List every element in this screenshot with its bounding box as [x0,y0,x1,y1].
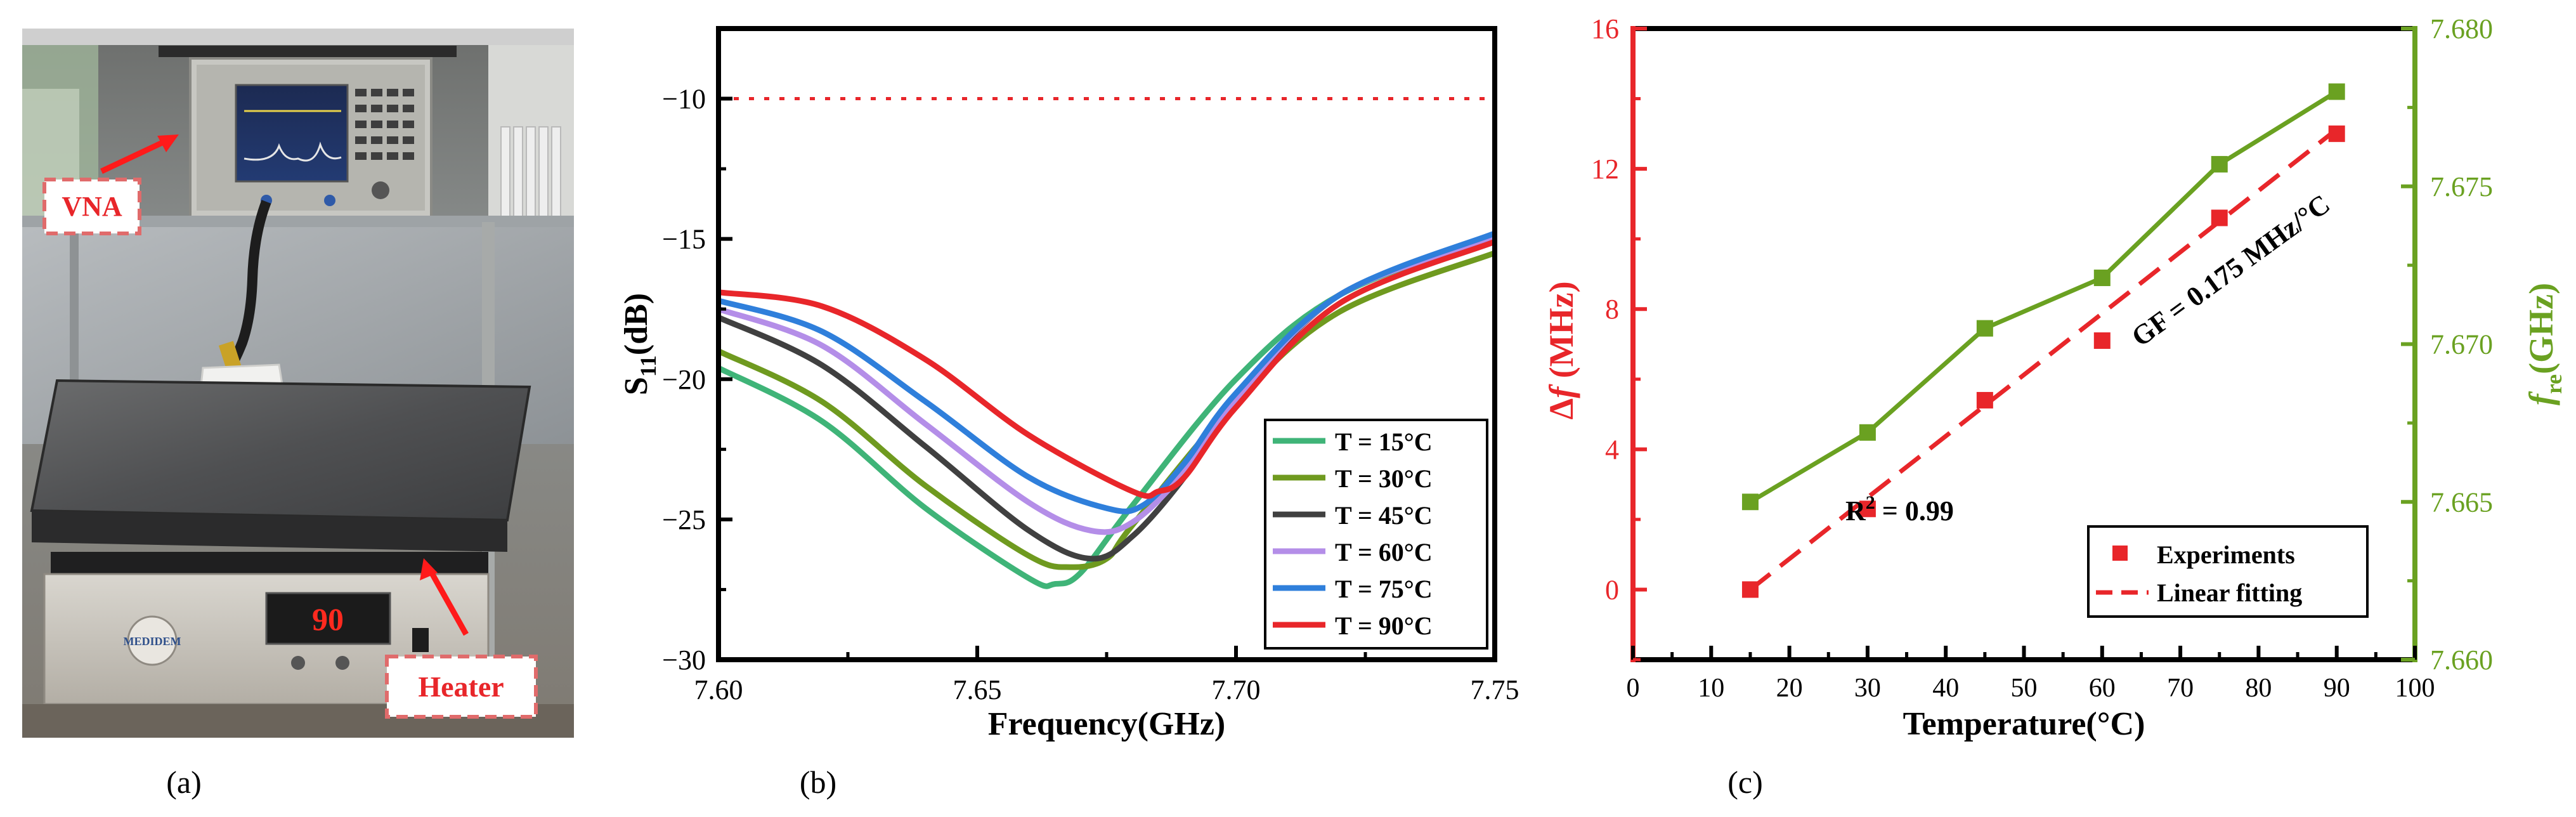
x-tick-label: 7.75 [1471,674,1519,705]
x-axis-label: Frequency(GHz) [988,706,1226,742]
legend-label-3: T = 45°C [1335,501,1433,530]
x-tick-label: 100 [2395,674,2435,703]
legend-box [2087,525,2369,618]
x-tick-label: 80 [2245,674,2272,703]
y-tick-label: −20 [662,364,706,395]
x-tick-label: 7.60 [694,674,743,705]
legend-label-5: T = 75°C [1335,575,1433,603]
x-tick-label: 40 [1932,674,1959,703]
y-right-tick-label: 7.665 [2430,487,2493,518]
y-right-axis-label: fre(GHz) [2522,283,2566,405]
experiment-point-4 [2093,332,2111,349]
x-tick-label: 20 [1776,674,1803,703]
r2-rest: = 0.99 [1875,495,1954,526]
legend-label-2: T = 30°C [1335,464,1433,493]
y-axis-label-main: S [618,377,654,395]
y-left-label-delta: Δ [1542,398,1580,420]
x-tick-label: 7.70 [1212,674,1261,705]
experiment-point-5 [2211,209,2228,226]
y-right-label-f: f [2522,391,2560,405]
series-line-6 [718,239,1496,499]
y-left-tick-label: 12 [1591,154,1619,185]
vna-label: VNA [62,191,122,222]
vna-label-box [42,178,141,235]
panel-b-s11-chart: (b) 7.60 7.65 7.70 7.75 −30 −25 −20 −15 −10 Frequ… [618,26,1519,800]
fre-point-2 [1859,424,1876,441]
legend-label-6: T = 90°C [1335,611,1433,640]
y-left-axis-label: Δf (MHz) [1542,281,1580,419]
experiment-point-2 [1859,500,1876,518]
x-tick-label: 50 [2011,674,2038,703]
x-tick-label: 7.65 [953,674,1002,705]
fre-point-1 [1741,493,1759,511]
x-tick-label: 10 [1698,674,1724,703]
caption-b: (b) [800,764,836,800]
legend-label-4: T = 60°C [1335,538,1433,566]
y-axis-label-unit: (dB) [618,293,654,355]
y-axis-label: S11(dB) [618,293,661,395]
fre-point-5 [2211,155,2228,173]
series-line-2 [717,250,1496,570]
fre-point-4 [2093,270,2111,287]
heater-label-box [385,655,538,719]
panel-c-temperature-chart: (c) 0 10 20 30 40 50 60 70 80 90 100 0 4 8 12 16 7.660 7.… [1542,13,2566,800]
x-axis-label: Temperature(°C) [1903,706,2145,742]
y-left-label-f: f [1542,384,1580,398]
y-tick-label: −10 [662,84,706,115]
r2-sup: 2 [1866,492,1875,513]
experiment-point-6 [2328,125,2345,142]
legend-box [1264,419,1488,650]
heater-brand-logo: MEDIDEM [124,635,181,648]
r-squared-annotation: R2 = 0.99 [1845,492,1954,526]
legend-label-1: T = 15°C [1335,428,1433,456]
fre-point-6 [2328,83,2345,100]
y-tick-label: −30 [662,644,706,676]
y-tick-label: −15 [662,224,706,255]
heater-label: Heater [418,670,504,703]
x-tick-label: 60 [2089,674,2116,703]
legend-swatch-experiments [2112,546,2128,561]
caption-c: (c) [1727,764,1763,800]
fre-series-line [1749,89,2338,504]
y-left-tick-label: 0 [1605,574,1619,605]
r2-base: R [1845,495,1866,526]
y-right-label-unit: (GHz) [2522,283,2560,374]
linear-fit-line [1748,127,2338,592]
y-right-tick-label: 7.680 [2430,13,2493,44]
fre-point-3 [1976,320,1993,337]
x-tick-label: 90 [2324,674,2350,703]
experiment-point-3 [1976,391,1993,408]
y-right-tick-label: 7.670 [2430,329,2493,360]
legend-label-experiments: Experiments [2157,540,2295,569]
y-left-tick-label: 16 [1591,13,1619,44]
y-right-label-sub: re [2541,374,2566,394]
panel-a-photo: 90 MEDIDEM VNA Heater (a) [22,29,574,800]
legend-label-fit: Linear fitting [2157,578,2302,607]
vna-arrow-line [100,138,167,174]
y-right-tick-label: 7.675 [2430,171,2493,202]
y-left-label-unit: (MHz) [1542,281,1580,386]
caption-a: (a) [166,764,202,800]
heater-arrow-line [429,570,469,636]
x-tick-label: 30 [1854,674,1881,703]
y-left-tick-label: 4 [1605,434,1619,465]
experiment-point-1 [1741,581,1759,598]
heater-display-readout: 90 [312,601,344,637]
y-axis-label-sub: 11 [635,355,661,377]
vna-arrow-head [157,134,179,152]
x-tick-label: 70 [2167,674,2194,703]
y-right-tick-label: 7.660 [2430,644,2493,676]
series-line-5 [717,230,1496,514]
y-tick-label: −25 [662,504,706,535]
heater-arrow-head [420,558,438,580]
x-tick-label: 0 [1627,674,1640,703]
y-left-tick-label: 8 [1605,294,1619,325]
